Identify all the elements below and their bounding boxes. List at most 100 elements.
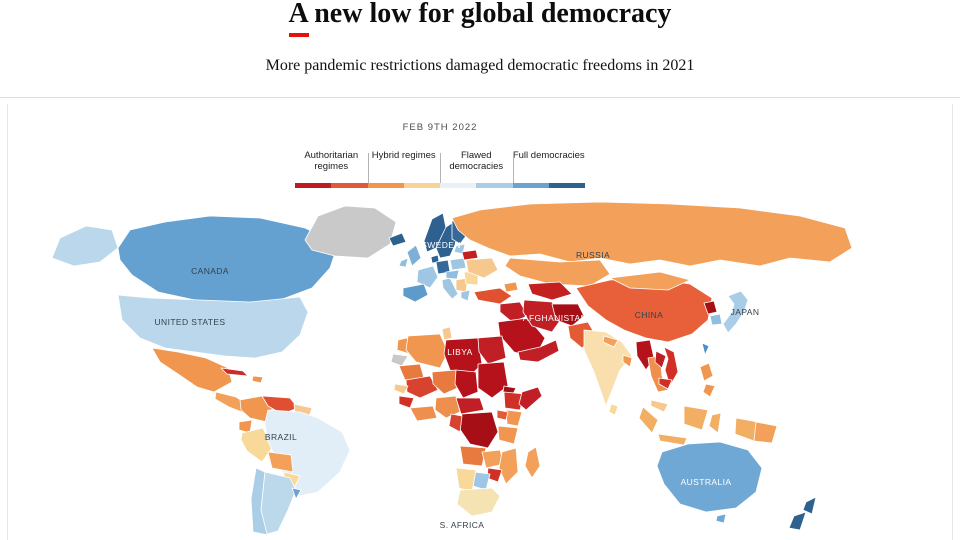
legend-bar-segment [331, 183, 368, 188]
headline-red-mark [288, 33, 309, 37]
country-iceland [388, 232, 407, 247]
country-south-africa [456, 487, 501, 517]
country-ukraine [465, 257, 499, 279]
country-north-korea [703, 300, 718, 315]
region-north-america [51, 205, 397, 415]
region-africa [390, 326, 543, 517]
region-west-african-coast [409, 405, 438, 422]
country-tunisia [441, 326, 453, 341]
legend-bar-segment [512, 183, 549, 188]
country-united-kingdom [406, 244, 422, 267]
world-map [51, 201, 853, 536]
country-philippines-north [699, 362, 714, 382]
legend-bar [295, 183, 585, 188]
country-ethiopia [503, 391, 525, 411]
page-title: A new low for global democracy [288, 0, 672, 29]
island-borneo [683, 405, 709, 431]
country-peru [240, 427, 273, 463]
map-label-libya: LIBYA [447, 347, 473, 357]
country-turkey [473, 287, 513, 305]
country-ireland [398, 257, 409, 268]
map-label-australia: AUSTRALIA [680, 477, 732, 487]
country-somalia [518, 386, 543, 411]
country-united-states [117, 294, 309, 359]
country-kenya [505, 409, 523, 427]
country-egypt [477, 335, 507, 365]
country-mexico [151, 347, 233, 393]
country-guinea [398, 395, 415, 409]
map-label-canada: CANADA [191, 266, 229, 276]
map-label-russia: RUSSIA [575, 250, 611, 260]
country-south-korea [709, 313, 723, 326]
country-new-zealand-north [802, 496, 817, 515]
legend-labels: Authoritarian regimes Hybrid regimes Fla… [295, 150, 585, 172]
country-chad [454, 369, 479, 399]
country-vietnam [663, 346, 679, 387]
country-nepal [602, 335, 619, 348]
legend-bar-segment [440, 183, 477, 188]
region-europe [388, 212, 499, 303]
region-iberia [402, 283, 429, 303]
legend-tick [440, 153, 441, 186]
region-cameroon-car [455, 397, 485, 415]
country-bangladesh [622, 354, 633, 368]
chart-date: FEB 9TH 2022 [402, 122, 478, 133]
legend-label-full: Full democracies [512, 150, 585, 161]
country-afghanistan [551, 303, 585, 327]
country-hispaniola [251, 375, 264, 384]
country-laos [654, 350, 667, 369]
legend-bar-segment [367, 183, 404, 188]
region-central-europe [445, 269, 460, 280]
country-poland [449, 257, 467, 271]
country-iran [522, 299, 563, 333]
country-tanzania [497, 425, 519, 445]
legend-tick [367, 153, 369, 186]
region-oceania [656, 441, 817, 531]
country-malaysia [650, 399, 669, 413]
region-congo-gabon [448, 413, 463, 433]
country-belarus [461, 249, 479, 261]
page-subtitle: More pandemic restrictions damaged democ… [265, 57, 695, 74]
headline-wrap: A new low for global democracy [288, 0, 672, 37]
country-namibia [455, 467, 477, 493]
country-philippines-south [702, 383, 716, 398]
country-cuba [220, 367, 249, 377]
left-border-line [7, 104, 8, 540]
legend: Authoritarian regimes Hybrid regimes Fla… [295, 150, 585, 190]
map-label-afghanistan: AFGHANISTAN [522, 313, 588, 323]
region-central-asia [527, 281, 573, 301]
country-japan [722, 290, 749, 334]
legend-bar-segment [476, 183, 513, 188]
country-madagascar [524, 446, 541, 479]
map-label-sweden: SWEDEN [421, 240, 461, 250]
legend-label-hybrid: Hybrid regimes [371, 150, 436, 161]
country-mali [405, 375, 439, 399]
map-label-japan: JAPAN [730, 307, 760, 317]
country-sri-lanka [608, 403, 619, 416]
region-yemen-oman [517, 339, 560, 363]
country-niger [431, 369, 463, 395]
country-sudan [477, 361, 509, 399]
world-map-container: CANADA UNITED STATES BRAZIL SWEDEN RUSSI… [0, 200, 960, 540]
island-tasmania [715, 513, 727, 524]
map-label-china: CHINA [634, 310, 664, 320]
country-greece [460, 289, 471, 302]
article-header: A new low for global democracy More pand… [0, 0, 960, 76]
country-australia [656, 441, 763, 513]
region-south-america [238, 395, 351, 536]
island-sulawesi [708, 412, 722, 434]
country-uruguay [291, 487, 302, 500]
island-java [657, 433, 688, 446]
region-asia [451, 201, 853, 446]
country-cambodia [658, 377, 673, 390]
country-greenland [304, 205, 397, 259]
map-label-brazil: BRAZIL [264, 432, 298, 442]
country-senegal [393, 383, 409, 395]
legend-bar-segment [295, 183, 332, 188]
country-argentina [260, 471, 297, 535]
region-western-sahara [390, 353, 409, 367]
header-divider [0, 97, 960, 98]
country-mongolia [609, 271, 691, 291]
legend-label-flawed: Flawed democracies [449, 150, 504, 172]
